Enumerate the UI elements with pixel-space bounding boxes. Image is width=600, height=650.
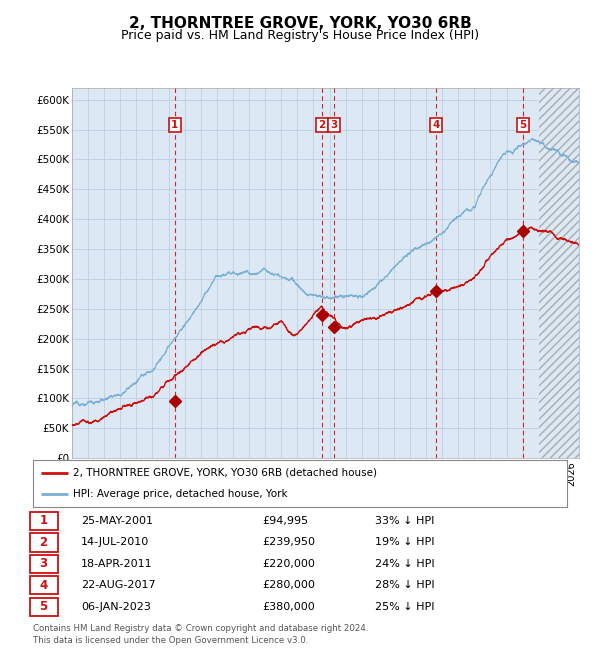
Text: 2: 2 — [40, 536, 48, 549]
Text: 25% ↓ HPI: 25% ↓ HPI — [375, 602, 434, 612]
Text: £380,000: £380,000 — [263, 602, 316, 612]
Text: 33% ↓ HPI: 33% ↓ HPI — [375, 516, 434, 526]
Text: 14-JUL-2010: 14-JUL-2010 — [81, 538, 149, 547]
Text: 2, THORNTREE GROVE, YORK, YO30 6RB: 2, THORNTREE GROVE, YORK, YO30 6RB — [128, 16, 472, 31]
Text: £239,950: £239,950 — [263, 538, 316, 547]
Text: 19% ↓ HPI: 19% ↓ HPI — [375, 538, 434, 547]
FancyBboxPatch shape — [30, 576, 58, 595]
Bar — [539, 88, 579, 458]
Text: 5: 5 — [520, 120, 527, 130]
Text: Price paid vs. HM Land Registry's House Price Index (HPI): Price paid vs. HM Land Registry's House … — [121, 29, 479, 42]
FancyBboxPatch shape — [30, 512, 58, 530]
Text: 1: 1 — [171, 120, 178, 130]
Bar — [539, 88, 579, 458]
Text: 24% ↓ HPI: 24% ↓ HPI — [375, 559, 434, 569]
Text: 06-JAN-2023: 06-JAN-2023 — [81, 602, 151, 612]
Text: 18-APR-2011: 18-APR-2011 — [81, 559, 152, 569]
Text: £280,000: £280,000 — [263, 580, 316, 590]
Text: £220,000: £220,000 — [263, 559, 316, 569]
Text: 3: 3 — [331, 120, 338, 130]
Text: 2, THORNTREE GROVE, YORK, YO30 6RB (detached house): 2, THORNTREE GROVE, YORK, YO30 6RB (deta… — [73, 468, 377, 478]
FancyBboxPatch shape — [30, 597, 58, 616]
Text: Contains HM Land Registry data © Crown copyright and database right 2024.: Contains HM Land Registry data © Crown c… — [33, 624, 368, 633]
Text: 25-MAY-2001: 25-MAY-2001 — [81, 516, 153, 526]
FancyBboxPatch shape — [30, 533, 58, 552]
Text: 3: 3 — [40, 557, 48, 571]
Text: 4: 4 — [40, 578, 48, 592]
FancyBboxPatch shape — [30, 554, 58, 573]
Text: 1: 1 — [40, 515, 48, 527]
Text: 28% ↓ HPI: 28% ↓ HPI — [375, 580, 434, 590]
Text: 22-AUG-2017: 22-AUG-2017 — [81, 580, 155, 590]
Text: 2: 2 — [319, 120, 326, 130]
Text: This data is licensed under the Open Government Licence v3.0.: This data is licensed under the Open Gov… — [33, 636, 308, 645]
Text: £94,995: £94,995 — [263, 516, 309, 526]
Text: 4: 4 — [433, 120, 440, 130]
Text: 5: 5 — [40, 601, 48, 614]
Text: HPI: Average price, detached house, York: HPI: Average price, detached house, York — [73, 489, 287, 499]
